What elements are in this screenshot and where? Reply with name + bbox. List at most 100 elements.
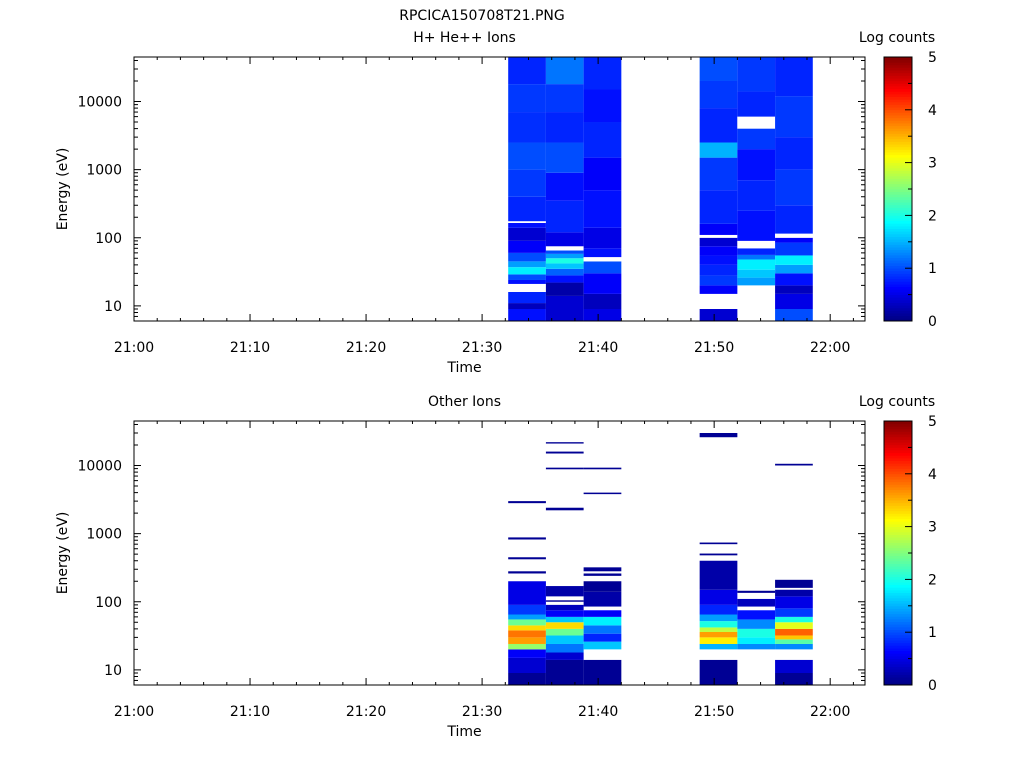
heatmap-cell — [737, 619, 776, 629]
colorbar-step — [884, 78, 912, 82]
colorbar-step — [884, 502, 912, 506]
colorbar-step — [884, 555, 912, 559]
heatmap-cell — [545, 200, 584, 233]
heatmap-cell — [737, 116, 776, 129]
colorbar-step — [884, 202, 912, 206]
heatmap-cell — [699, 542, 738, 545]
colorbar-step — [884, 146, 912, 150]
heatmap-cell — [699, 659, 738, 685]
colorbar-step — [884, 421, 912, 425]
colorbar-label: Log counts — [859, 30, 935, 46]
heatmap-cell — [737, 277, 776, 286]
colorbar-tick-label: 0 — [928, 678, 937, 694]
colorbar-step — [884, 489, 912, 493]
colorbar-step — [884, 473, 912, 477]
colorbar-step — [884, 107, 912, 111]
heatmap-cell — [508, 303, 546, 310]
heatmap-cell — [775, 596, 813, 609]
heatmap-cell — [699, 614, 738, 622]
colorbar-step — [884, 83, 912, 87]
heatmap-cell — [699, 643, 738, 650]
colorbar-step — [884, 629, 912, 633]
heatmap-cell — [508, 557, 546, 560]
colorbar-step — [884, 479, 912, 483]
colorbar-step — [884, 313, 912, 317]
panel-other-ions: 21:00 21:10 21:20 21:30 21:40 21:50 22:0010100… — [55, 394, 937, 740]
heatmap-cell — [545, 652, 584, 660]
colorbar-tick-label: 2 — [928, 572, 937, 588]
colorbar-step — [884, 547, 912, 551]
colorbar-step — [884, 255, 912, 259]
colorbar-step — [884, 447, 912, 451]
heatmap-cell — [775, 635, 813, 640]
heatmap-cell — [737, 628, 776, 638]
y-tick-label: 10000 — [77, 459, 122, 475]
colorbar-step — [884, 597, 912, 601]
colorbar-step — [884, 59, 912, 63]
colorbar-step — [884, 220, 912, 224]
colorbar-step — [884, 531, 912, 535]
colorbar-step — [884, 603, 912, 607]
heatmap-cell — [545, 112, 584, 143]
heatmap-cell — [508, 279, 546, 284]
heatmap-cell — [508, 619, 546, 626]
colorbar-step — [884, 457, 912, 461]
heatmap-cell — [737, 269, 776, 278]
colorbar-step — [884, 138, 912, 142]
heatmap-cell — [775, 264, 813, 274]
y-axis-label: Energy (eV) — [55, 512, 71, 595]
heatmap-cell — [737, 590, 776, 593]
colorbar-step — [884, 228, 912, 232]
heatmap-cell — [737, 610, 776, 620]
heatmap-cell — [583, 567, 622, 572]
colorbar-step — [884, 595, 912, 599]
colorbar-tick-label: 3 — [928, 520, 937, 536]
colorbar-step — [884, 115, 912, 119]
colorbar-step — [884, 218, 912, 222]
colorbar-tick-label: 4 — [928, 467, 937, 483]
heatmap-cell — [545, 467, 584, 470]
heatmap-cell — [545, 442, 584, 444]
heatmap-cell — [699, 275, 738, 286]
colorbar-step — [884, 80, 912, 84]
heatmap-cell — [545, 282, 584, 296]
heatmap-cell — [737, 598, 776, 607]
heatmap-cell — [583, 492, 622, 495]
colorbar-step — [884, 682, 912, 686]
heatmap-cell — [737, 240, 776, 249]
heatmap-cell — [545, 275, 584, 283]
heatmap-cell — [699, 560, 738, 590]
x-tick-label: 21:00 — [114, 340, 154, 356]
colorbar-step — [884, 563, 912, 567]
colorbar-step — [884, 632, 912, 636]
colorbar-step — [884, 634, 912, 638]
heatmap-cell — [775, 137, 813, 170]
colorbar-step — [884, 189, 912, 193]
heatmap-cell — [583, 573, 622, 576]
colorbar-step — [884, 653, 912, 657]
y-tick-label: 1000 — [86, 163, 122, 179]
heatmap-cell — [545, 628, 584, 636]
colorbar-step — [884, 608, 912, 612]
colorbar-step — [884, 278, 912, 282]
colorbar-step — [884, 481, 912, 485]
heatmap-cell — [583, 467, 622, 470]
colorbar-step — [884, 426, 912, 430]
heatmap-cell — [775, 659, 813, 673]
x-tick-label: 22:00 — [810, 704, 850, 720]
colorbar-step — [884, 186, 912, 190]
colorbar-step — [884, 223, 912, 227]
heatmap-cell — [699, 553, 738, 556]
heatmap-cell — [545, 172, 584, 201]
heatmap-cell — [737, 149, 776, 181]
colorbar-step — [884, 112, 912, 116]
colorbar-step — [884, 294, 912, 298]
colorbar-step — [884, 431, 912, 435]
colorbar-step — [884, 661, 912, 665]
colorbar-step — [884, 589, 912, 593]
y-tick-label: 10 — [104, 663, 122, 679]
colorbar-step — [884, 117, 912, 121]
colorbar-step — [884, 233, 912, 237]
x-tick-label: 21:20 — [346, 340, 386, 356]
heatmap-cell — [699, 264, 738, 276]
